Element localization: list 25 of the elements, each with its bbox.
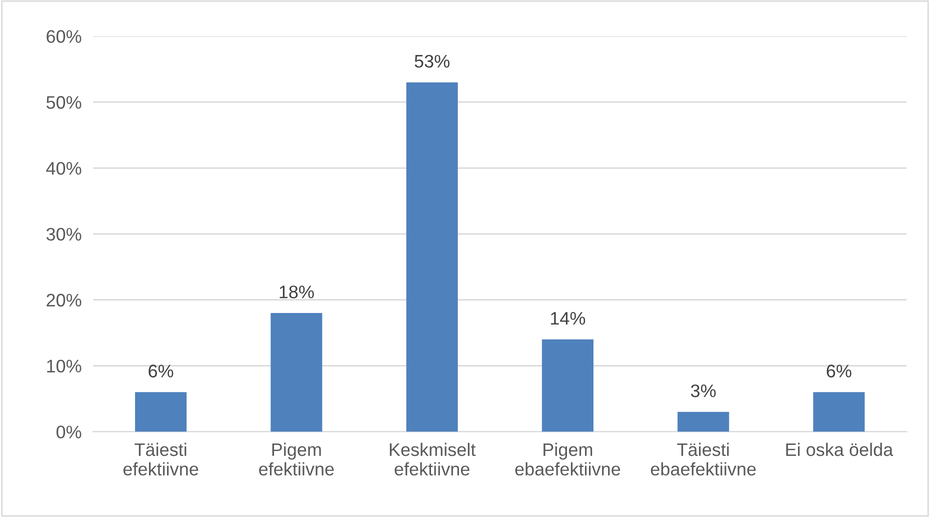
y-tick-label: 40% xyxy=(46,162,82,175)
bar xyxy=(813,392,865,432)
bar xyxy=(678,412,730,432)
x-tick-label: Keskmiselt efektiivne xyxy=(390,442,476,476)
x-tick-label: Täiesti ebaefektiivne xyxy=(650,442,756,476)
data-label: 3% xyxy=(690,384,716,398)
data-label: 18% xyxy=(280,286,314,298)
bar xyxy=(542,339,594,432)
x-tick-label: Pigem efektiivne xyxy=(259,442,334,476)
y-tick-label: 50% xyxy=(46,96,82,109)
x-tick-label: Pigem ebaefektiivne xyxy=(515,442,620,476)
bar xyxy=(135,392,187,432)
y-tick-label: 30% xyxy=(46,228,82,241)
y-tick-label: 60% xyxy=(46,30,82,43)
data-label: 6% xyxy=(826,364,852,378)
data-label: 14% xyxy=(550,312,586,325)
x-tick-label: Täiesti efektiivne xyxy=(123,442,198,476)
data-label: 53% xyxy=(414,54,450,68)
y-tick-label: 20% xyxy=(46,294,82,307)
y-tick-label: 0% xyxy=(56,426,82,438)
x-tick-label: Ei oska öelda xyxy=(786,442,894,456)
bar xyxy=(270,313,322,432)
y-tick-label: 10% xyxy=(47,360,82,372)
bar xyxy=(406,82,458,432)
data-label: 6% xyxy=(148,364,174,378)
